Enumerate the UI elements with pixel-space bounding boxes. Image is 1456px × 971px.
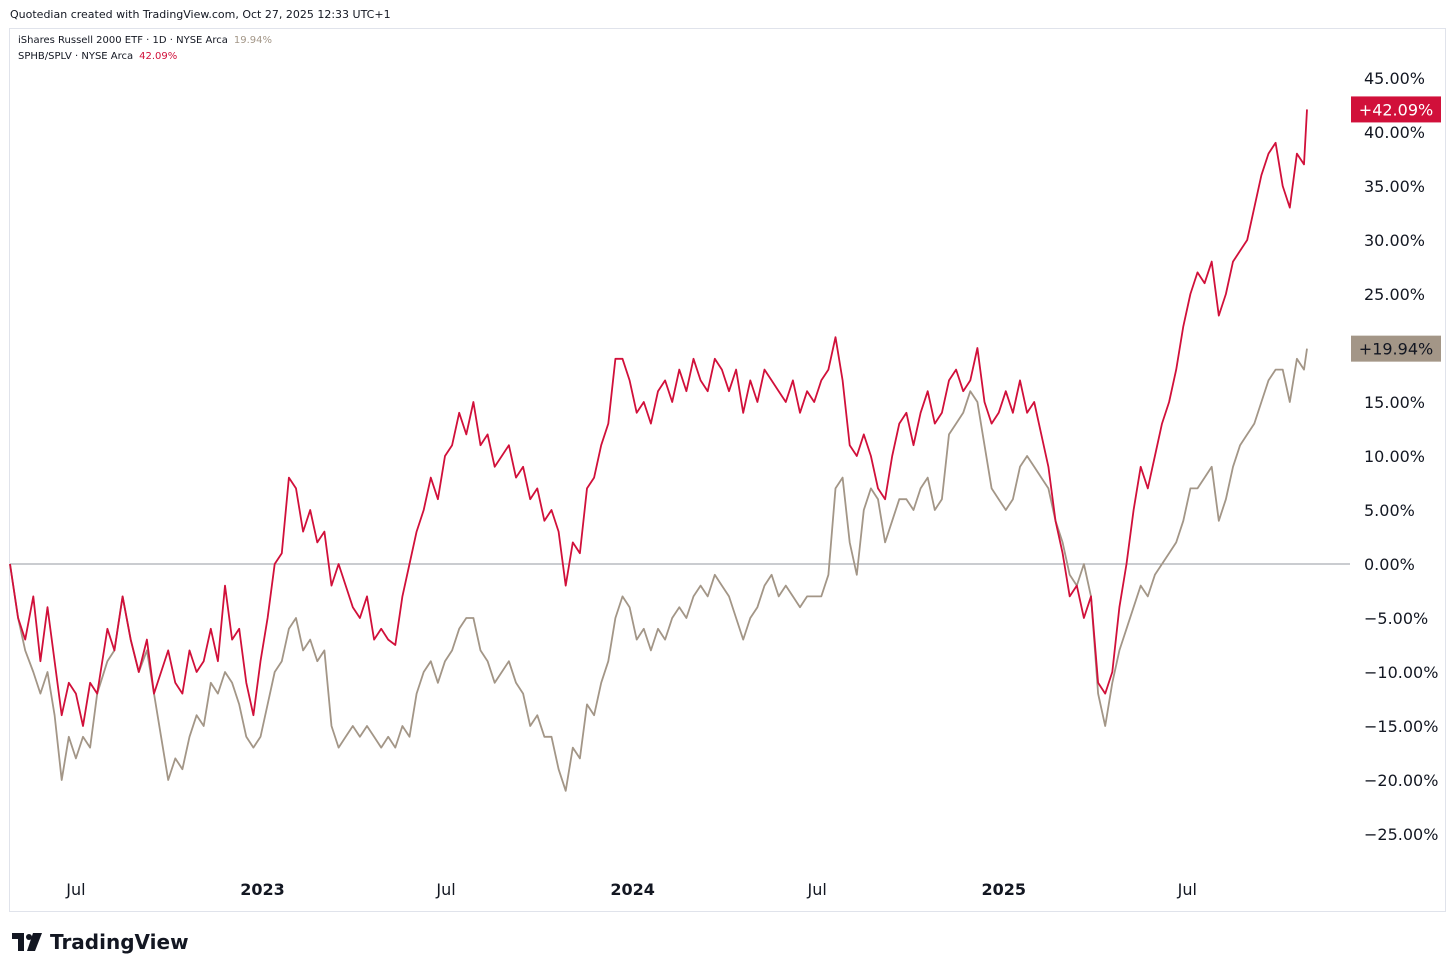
legend-label: iShares Russell 2000 ETF · 1D · NYSE Arc… [18, 35, 228, 46]
tradingview-logo-icon [12, 933, 42, 951]
chart-header: Quotedian created with TradingView.com, … [10, 8, 391, 21]
legend-item-iwm[interactable]: iShares Russell 2000 ETF · 1D · NYSE Arc… [18, 35, 272, 46]
y-tick-label: 25.00% [1364, 285, 1425, 304]
x-tick-label: Jul [807, 880, 827, 899]
x-tick-label: 2023 [240, 880, 285, 899]
x-tick-label: 2024 [610, 880, 655, 899]
y-tick-label: −5.00% [1364, 609, 1428, 628]
y-tick-label: 30.00% [1364, 231, 1425, 250]
chart-frame [9, 28, 1446, 912]
x-tick-label: Jul [65, 880, 85, 899]
legend-label: SPHB/SPLV · NYSE Arca [18, 51, 134, 62]
series-line[interactable] [9, 109, 1308, 727]
x-tick-label: Jul [435, 880, 455, 899]
last-value-label: +42.09% [1359, 100, 1433, 119]
y-tick-label: −25.00% [1364, 825, 1438, 844]
series-line[interactable] [9, 348, 1308, 792]
y-tick-label: 5.00% [1364, 501, 1415, 520]
last-value-badge [1351, 96, 1441, 123]
legend-value: 19.94% [233, 35, 273, 46]
y-tick-label: −15.00% [1364, 717, 1438, 736]
last-value-badge [1351, 335, 1441, 362]
y-tick-label: −10.00% [1364, 663, 1438, 682]
y-tick-label: 0.00% [1364, 555, 1415, 574]
legend-item-sphb-splv[interactable]: SPHB/SPLV · NYSE Arca 42.09% [18, 51, 177, 62]
brand-name: TradingView [50, 930, 189, 954]
tradingview-logo[interactable]: TradingView [12, 930, 189, 954]
y-tick-label: 45.00% [1364, 69, 1425, 88]
legend-value: 42.09% [139, 51, 178, 62]
x-tick-label: Jul [1177, 880, 1197, 899]
y-tick-label: 15.00% [1364, 393, 1425, 412]
y-tick-label: 10.00% [1364, 447, 1425, 466]
x-tick-label: 2025 [982, 880, 1027, 899]
last-value-label: +19.94% [1359, 340, 1433, 359]
y-tick-label: 35.00% [1364, 177, 1425, 196]
y-tick-label: 40.00% [1364, 123, 1425, 142]
y-tick-label: −20.00% [1364, 771, 1438, 790]
